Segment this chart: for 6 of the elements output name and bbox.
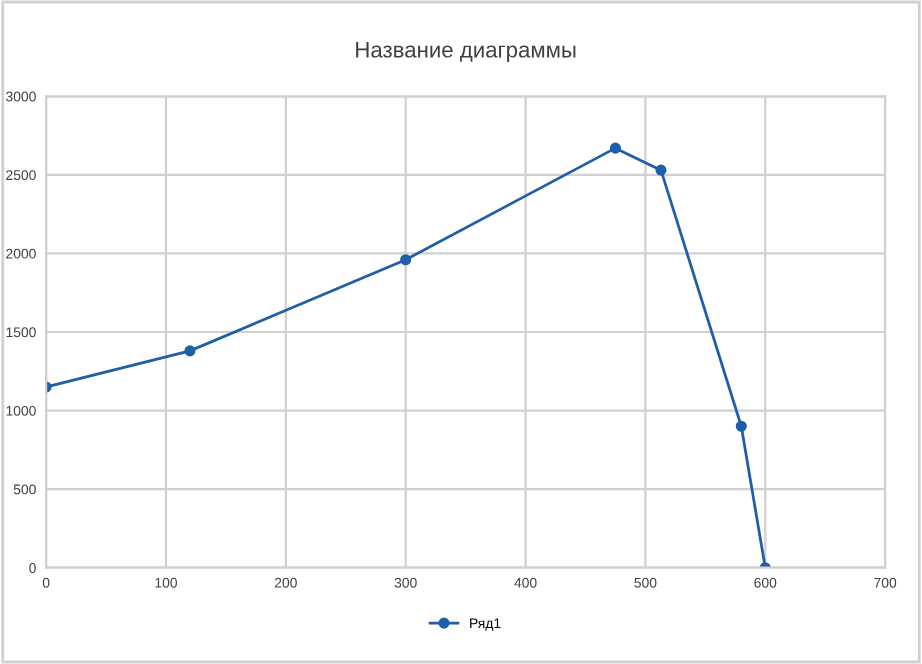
point <box>655 164 667 176</box>
point <box>609 142 621 154</box>
point <box>400 254 412 266</box>
point <box>184 345 196 357</box>
chart-title: Название диаграммы <box>356 42 576 62</box>
point <box>735 420 747 432</box>
